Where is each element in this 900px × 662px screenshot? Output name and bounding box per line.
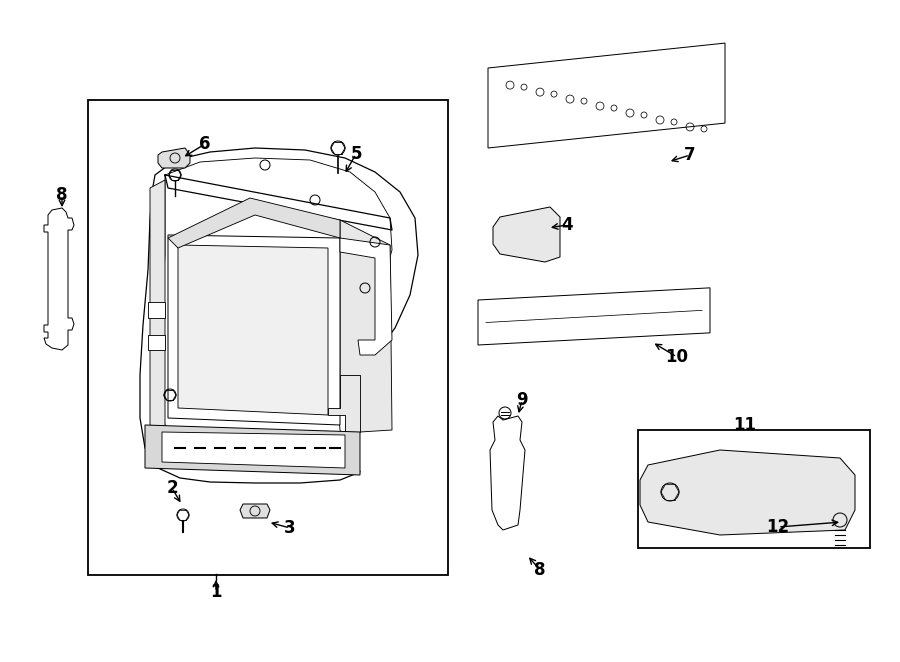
Polygon shape	[340, 220, 392, 432]
Polygon shape	[150, 180, 165, 432]
Polygon shape	[168, 198, 340, 248]
Polygon shape	[493, 207, 560, 262]
Bar	[148, 302, 165, 318]
Bar	[638, 430, 870, 548]
Polygon shape	[240, 504, 270, 518]
Polygon shape	[140, 148, 418, 483]
Text: 6: 6	[199, 135, 211, 153]
Bar	[148, 335, 165, 350]
Text: 2: 2	[166, 479, 178, 497]
Polygon shape	[340, 238, 392, 355]
Polygon shape	[44, 208, 74, 350]
Polygon shape	[488, 43, 725, 148]
Text: 10: 10	[665, 348, 688, 366]
Polygon shape	[490, 416, 525, 530]
Text: 7: 7	[684, 146, 696, 164]
Polygon shape	[145, 425, 360, 475]
Text: 4: 4	[562, 216, 572, 234]
Polygon shape	[478, 288, 710, 345]
Text: 9: 9	[517, 391, 527, 409]
Polygon shape	[162, 432, 345, 468]
Polygon shape	[168, 235, 340, 425]
Text: 11: 11	[734, 416, 757, 434]
Text: 5: 5	[350, 145, 362, 163]
Text: 8: 8	[535, 561, 545, 579]
Text: 1: 1	[211, 583, 221, 601]
Polygon shape	[328, 375, 360, 432]
Polygon shape	[158, 148, 190, 168]
Text: 12: 12	[767, 518, 789, 536]
Polygon shape	[178, 245, 328, 415]
Text: 3: 3	[284, 519, 296, 537]
Polygon shape	[640, 450, 855, 535]
Text: 8: 8	[57, 186, 68, 204]
Polygon shape	[160, 158, 392, 458]
Bar	[88, 100, 448, 575]
